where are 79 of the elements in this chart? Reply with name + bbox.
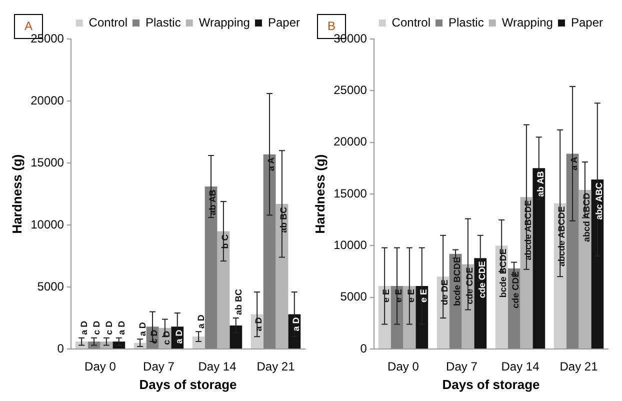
data-label: ab AB: [208, 189, 218, 216]
data-label: ab AB: [535, 170, 546, 197]
bar: [263, 154, 276, 348]
data-label: a D: [290, 316, 301, 332]
data-label: a D: [174, 329, 184, 344]
data-label: cde CDE: [464, 267, 474, 304]
y-tick-label: 25000: [334, 82, 368, 97]
data-label: e E: [406, 288, 416, 302]
x-axis-title: Days of storage: [442, 376, 540, 392]
chart-title: B: [327, 18, 336, 33]
bar: [416, 286, 428, 348]
data-label: a D: [254, 316, 264, 332]
data-label: a A: [266, 156, 276, 171]
y-tick-label: 10000: [334, 238, 368, 252]
bar: [204, 186, 218, 348]
data-label: c D: [104, 320, 114, 335]
data-label: abcd ABCD: [581, 192, 592, 242]
data-label: e E: [393, 288, 404, 302]
data-label: a A: [569, 156, 580, 170]
x-tick-label: Day 14: [501, 360, 540, 374]
y-tick-label: 20000: [30, 93, 64, 108]
x-tick-label: Day 21: [256, 360, 296, 374]
legend-label: Wrapping: [502, 15, 553, 30]
y-tick-label: 20000: [334, 134, 368, 149]
y-tick-label: 25000: [30, 31, 64, 46]
y-tick-label: 5000: [37, 279, 64, 294]
bar: [276, 204, 288, 348]
x-tick-label: Day 21: [560, 360, 598, 374]
data-label: cde CDE: [510, 271, 521, 308]
data-label: ab BC: [233, 288, 244, 315]
legend-label: Control: [88, 15, 128, 30]
data-label: b C: [220, 234, 230, 249]
x-axis-title: Days of storage: [139, 376, 237, 392]
data-label: a D: [196, 314, 206, 329]
bar: [192, 336, 205, 348]
legend-label: Wrapping: [198, 15, 250, 30]
data-label: e E: [381, 288, 392, 302]
legend-label: Plastic: [448, 15, 484, 30]
y-tick-label: 10000: [30, 217, 64, 232]
y-tick-label: 15000: [30, 155, 64, 170]
bar: [591, 180, 604, 348]
legend-label: Paper: [570, 15, 604, 30]
legend-label: Paper: [268, 15, 300, 30]
x-tick-label: Day 7: [143, 360, 175, 374]
data-label: ab BC: [278, 206, 288, 233]
data-label: bcde BCDE: [452, 256, 462, 306]
data-label: a D: [138, 322, 148, 336]
data-label: a D: [116, 320, 126, 335]
data-label: c D: [161, 330, 172, 345]
y-tick-label: 15000: [334, 186, 368, 200]
data-label: cde CDE: [476, 261, 487, 298]
data-label: c D: [91, 320, 102, 335]
y-tick-label: 0: [57, 341, 64, 356]
y-tick-label: 0: [360, 341, 368, 356]
chart-title: A: [24, 18, 33, 33]
data-label: a D: [79, 320, 90, 335]
data-label: de DE: [440, 280, 450, 306]
x-tick-label: Day 7: [446, 360, 478, 374]
y-tick-label: 5000: [340, 290, 368, 304]
data-label: abc ABC: [594, 182, 604, 220]
x-tick-label: Day 0: [388, 360, 420, 374]
data-label: c D: [149, 329, 159, 344]
bar: [403, 286, 416, 348]
bar: [217, 231, 230, 348]
data-label: bcde BCDE: [498, 248, 508, 298]
data-label: abcde ABCDE: [556, 206, 567, 266]
bar: [532, 168, 546, 348]
legend-label: Control: [392, 15, 430, 30]
x-tick-label: Day 14: [198, 360, 237, 374]
bar: [578, 190, 592, 348]
y-axis-title: Hardness (g): [312, 154, 328, 234]
y-axis-title: Hardness (g): [9, 154, 24, 234]
data-label: abcde ABCDE: [522, 200, 533, 260]
bar: [566, 154, 579, 348]
bar: [230, 325, 242, 348]
legend-label: Plastic: [145, 15, 181, 30]
bar: [378, 286, 391, 348]
x-tick-label: Day 0: [84, 360, 116, 374]
data-label: e E: [418, 288, 428, 302]
